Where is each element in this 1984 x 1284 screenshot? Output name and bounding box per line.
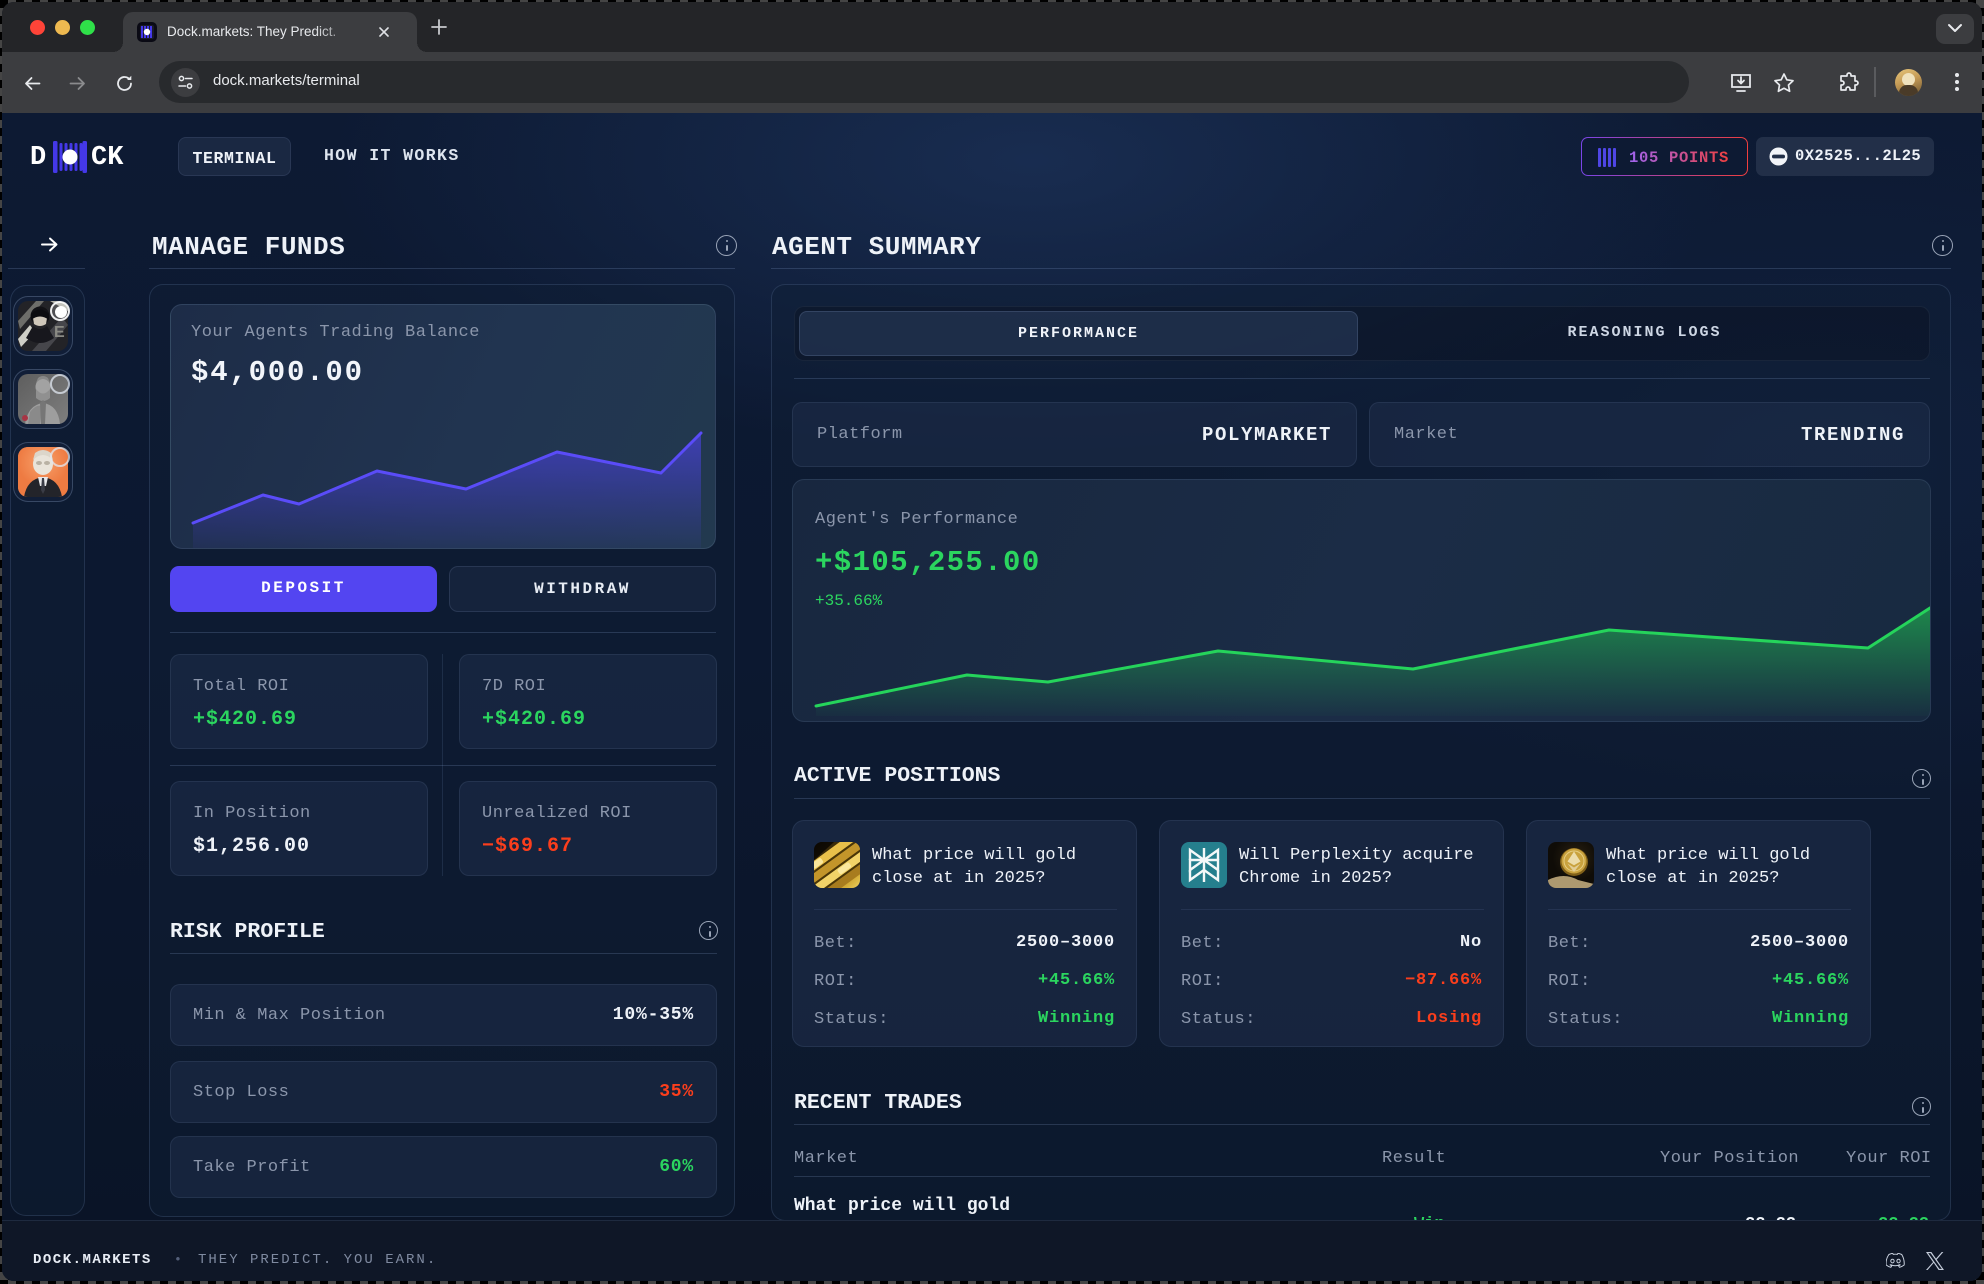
svg-text:E: E xyxy=(54,324,65,341)
